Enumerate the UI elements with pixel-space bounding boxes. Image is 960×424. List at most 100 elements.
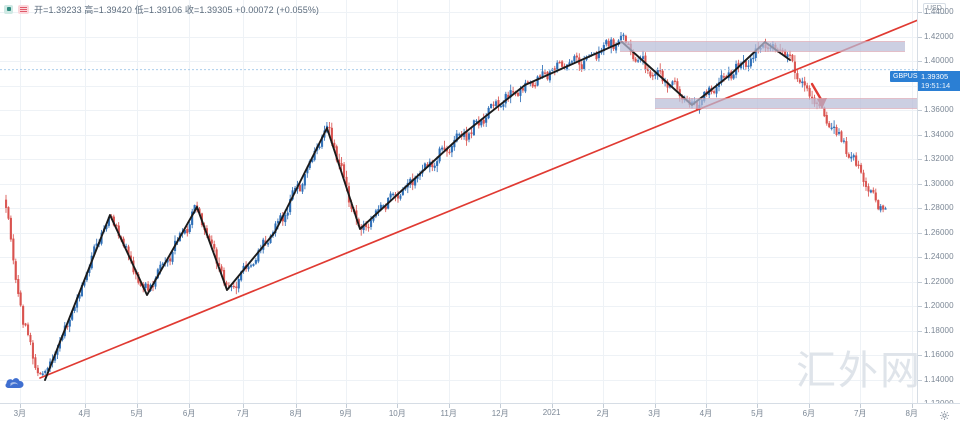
- time-axis-label: 11月: [440, 409, 457, 418]
- gridline-vertical: [911, 0, 913, 404]
- gridline-horizontal: [0, 306, 918, 308]
- square-marker-icon[interactable]: [4, 4, 13, 14]
- price-axis-tick: 1.42000: [918, 32, 960, 41]
- gridline-vertical: [136, 0, 138, 404]
- time-axis-label: 5月: [751, 409, 764, 418]
- time-axis-label: 9月: [339, 409, 353, 418]
- price-axis-tick: 1.18000: [918, 326, 960, 335]
- gridline-horizontal: [0, 232, 918, 234]
- gridline-vertical: [654, 0, 656, 404]
- gridline-vertical: [603, 0, 604, 404]
- support-zone-band: [655, 98, 918, 109]
- price-axis-label: 1.26000: [924, 227, 954, 237]
- ohlc-values: 开=1.39233 高=1.39420 低=1.39106 收=1.39305 …: [34, 4, 320, 15]
- chart-gridlines: [0, 0, 918, 404]
- price-axis-label: 1.36000: [924, 105, 954, 115]
- gridline-horizontal: [0, 257, 918, 259]
- gridline-horizontal: [0, 12, 918, 14]
- price-axis-label: 1.14000: [924, 374, 954, 384]
- price-axis-tick: 1.32000: [918, 154, 960, 163]
- price-axis-tick: 1.14000: [918, 375, 960, 384]
- price-axis-tick: 1.16000: [918, 350, 960, 359]
- gridline-horizontal: [0, 61, 918, 63]
- price-axis-tick: 1.44000: [918, 7, 960, 16]
- swing-structure-line: [44, 41, 791, 381]
- price-axis-tick: 1.30000: [918, 179, 960, 188]
- price-axis-label: 1.24000: [924, 252, 954, 262]
- gridline-horizontal: [0, 85, 918, 87]
- time-axis-label: 2月: [596, 409, 610, 418]
- gridline-horizontal: [0, 183, 918, 185]
- time-axis-label: 3月: [648, 409, 661, 418]
- gridline-vertical: [84, 0, 86, 404]
- gear-icon[interactable]: [939, 408, 950, 424]
- time-axis-label: 8月: [905, 409, 918, 418]
- current-price-value: 1.39305: [921, 72, 949, 81]
- price-axis-tick: 1.36000: [918, 105, 960, 114]
- site-watermark: 汇外网: [796, 348, 922, 394]
- chart-drawing-layer: [0, 19, 918, 381]
- price-axis-label: 1.22000: [924, 276, 954, 286]
- gridline-horizontal: [0, 110, 918, 112]
- time-axis-label: 12月: [491, 409, 509, 418]
- gridline-horizontal: [0, 379, 918, 381]
- gridline-horizontal: [0, 330, 918, 332]
- resistance-zone-band: [620, 41, 905, 52]
- price-axis-tick: 1.26000: [918, 228, 960, 237]
- chart-plot-area[interactable]: [0, 0, 918, 404]
- time-axis-label: 4月: [78, 409, 91, 418]
- gridline-vertical: [448, 0, 450, 404]
- gridline-vertical: [345, 0, 347, 404]
- time-axis-label: 2021: [542, 408, 561, 417]
- price-axis-tick: 1.28000: [918, 203, 960, 212]
- price-axis-label: 1.44000: [924, 7, 954, 17]
- cloud-logo-icon: [4, 375, 26, 396]
- price-axis-tick: 1.20000: [918, 301, 960, 310]
- time-axis-label: 7月: [853, 409, 867, 418]
- price-axis-tick: 1.24000: [918, 252, 960, 261]
- gridline-horizontal: [0, 159, 918, 161]
- price-axis-label: 1.28000: [924, 203, 954, 213]
- gridline-vertical: [296, 0, 297, 404]
- price-axis-label: 1.16000: [924, 350, 954, 359]
- price-axis[interactable]: USD GBPUSD 1.39305 19:51:14 1.44000 1.420…: [890, 0, 960, 408]
- price-axis-label: 1.32000: [924, 154, 954, 164]
- time-axis-label: 4月: [699, 409, 713, 418]
- current-price-time: 19:51:14: [921, 81, 951, 90]
- gridline-vertical: [189, 0, 191, 404]
- hamburger-icon[interactable]: [18, 4, 29, 14]
- current-price-tag: 1.39305 19:51:14: [918, 71, 960, 91]
- gridline-horizontal: [0, 208, 918, 210]
- gridline-vertical: [705, 0, 707, 404]
- gridline-vertical: [860, 0, 862, 404]
- time-axis-label: 8月: [289, 409, 303, 418]
- time-axis-label: 6月: [182, 409, 196, 418]
- symbol-tag: GBPUSD: [890, 71, 926, 82]
- gridline-horizontal: [0, 355, 918, 356]
- time-axis-label: 5月: [130, 409, 144, 418]
- price-axis-label: 1.40000: [924, 56, 954, 66]
- price-axis-label: 1.34000: [924, 129, 954, 139]
- gridline-vertical: [808, 0, 810, 404]
- gridline-vertical: [551, 0, 553, 404]
- time-axis-label: 6月: [802, 409, 816, 418]
- candlestick-series: [4, 32, 887, 378]
- price-axis-label: 1.18000: [924, 325, 954, 335]
- time-axis-label: 10月: [388, 409, 406, 418]
- price-axis-label: 1.20000: [924, 301, 954, 311]
- currency-badge: USD: [923, 3, 946, 14]
- gridline-vertical: [19, 0, 21, 404]
- price-axis-tick: 1.40000: [918, 56, 960, 65]
- chart-legend[interactable]: 开=1.39233 高=1.39420 低=1.39106 收=1.39305 …: [4, 2, 319, 16]
- gridline-vertical: [500, 0, 502, 404]
- time-axis[interactable]: 3月 4月 5月 6月 7月 8月 9月 10月 11月 12月 2021 2月 3月 4月 5月 6月 7月 8…: [0, 403, 960, 424]
- price-axis-tick: 1.22000: [918, 277, 960, 286]
- time-axis-label: 7月: [236, 409, 250, 418]
- ascending-support-trendline: [39, 19, 918, 379]
- gridline-horizontal: [0, 36, 918, 38]
- gridline-vertical: [757, 0, 759, 404]
- time-axis-label: 3月: [13, 409, 27, 418]
- gridline-vertical: [243, 0, 244, 404]
- gridline-horizontal: [0, 281, 918, 283]
